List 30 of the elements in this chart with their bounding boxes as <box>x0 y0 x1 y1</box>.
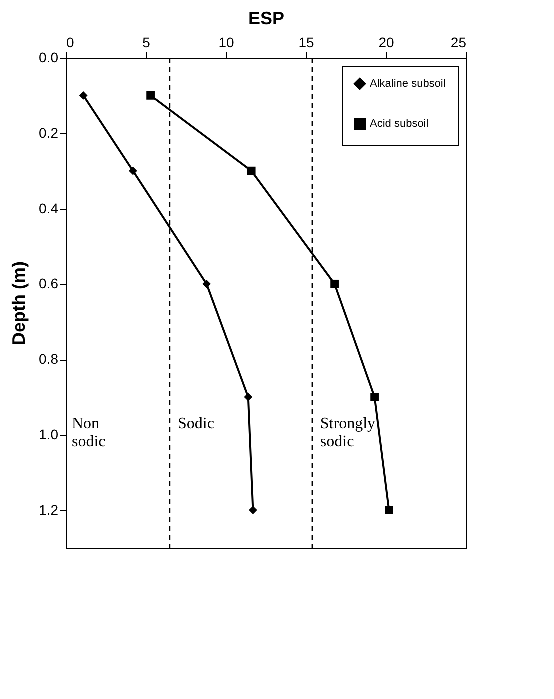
x-tick-label: 5 <box>142 34 151 50</box>
y-axis-title: Depth (m) <box>9 262 30 346</box>
y-tick-label: 0.8 <box>39 351 59 368</box>
point <box>247 166 256 176</box>
annotation: Sodic <box>178 416 214 433</box>
y-tick-label: 0.6 <box>39 276 59 292</box>
x-tick-label: 15 <box>298 34 314 50</box>
y-tick-label: 1.2 <box>39 502 59 518</box>
x-tick-label: 10 <box>218 34 234 50</box>
x-tick-label: 20 <box>378 34 394 50</box>
point <box>202 280 211 288</box>
point <box>330 280 339 288</box>
point <box>129 166 138 176</box>
y-tick-label: 1.0 <box>39 426 59 442</box>
legend-label: Alkaline subsoil <box>370 78 446 90</box>
annotation: Non sodic <box>72 416 106 451</box>
point <box>146 92 155 100</box>
point <box>79 92 88 100</box>
x-axis-title: ESP <box>248 8 285 28</box>
point <box>370 393 379 402</box>
legend-label: Acid subsoil <box>370 118 429 130</box>
x-tick-label: 25 <box>450 34 467 50</box>
y-tick-label: 0.2 <box>39 124 59 141</box>
y-tick-label: 0.0 <box>39 50 59 66</box>
point <box>244 393 253 402</box>
y-tick-label: 0.4 <box>39 200 59 216</box>
annotation: Strongly sodic <box>320 416 376 451</box>
x-tick-label: 0 <box>66 34 74 50</box>
point <box>385 506 394 514</box>
point <box>249 506 258 514</box>
